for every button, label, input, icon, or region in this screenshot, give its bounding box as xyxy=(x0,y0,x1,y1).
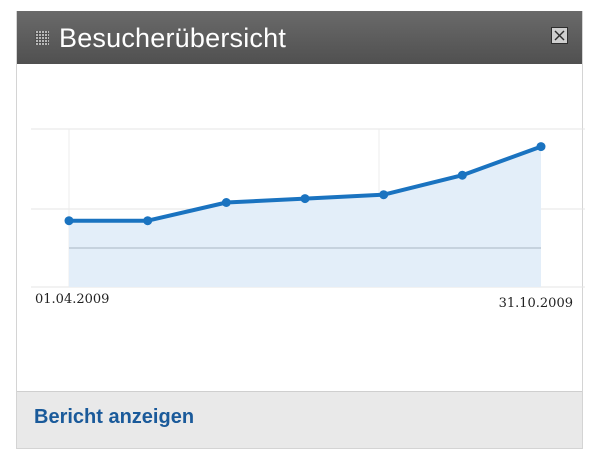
close-icon xyxy=(554,30,565,41)
close-button[interactable] xyxy=(551,27,568,44)
x-tick-label: 31.10.2009 xyxy=(499,296,573,311)
visitor-chart: 01.04.2009 31.10.2009 xyxy=(31,128,585,311)
data-point xyxy=(300,194,310,204)
data-point xyxy=(457,170,467,180)
data-point xyxy=(379,190,389,200)
data-point xyxy=(221,198,231,207)
data-point xyxy=(143,216,153,226)
data-point xyxy=(536,142,546,152)
widget-titlebar[interactable]: Besucherübersicht xyxy=(17,11,582,64)
series-area xyxy=(69,146,541,287)
data-point xyxy=(64,216,74,226)
drag-handle-icon[interactable] xyxy=(35,31,49,45)
widget-title: Besucherübersicht xyxy=(59,23,287,53)
visitor-overview-widget: Besucherübersicht 01.04.2009 31.10.2009 B… xyxy=(16,11,585,449)
widget-footer: Bericht anzeigen xyxy=(17,391,582,448)
x-tick-label: 01.04.2009 xyxy=(35,292,109,307)
view-report-link[interactable]: Bericht anzeigen xyxy=(34,406,195,428)
